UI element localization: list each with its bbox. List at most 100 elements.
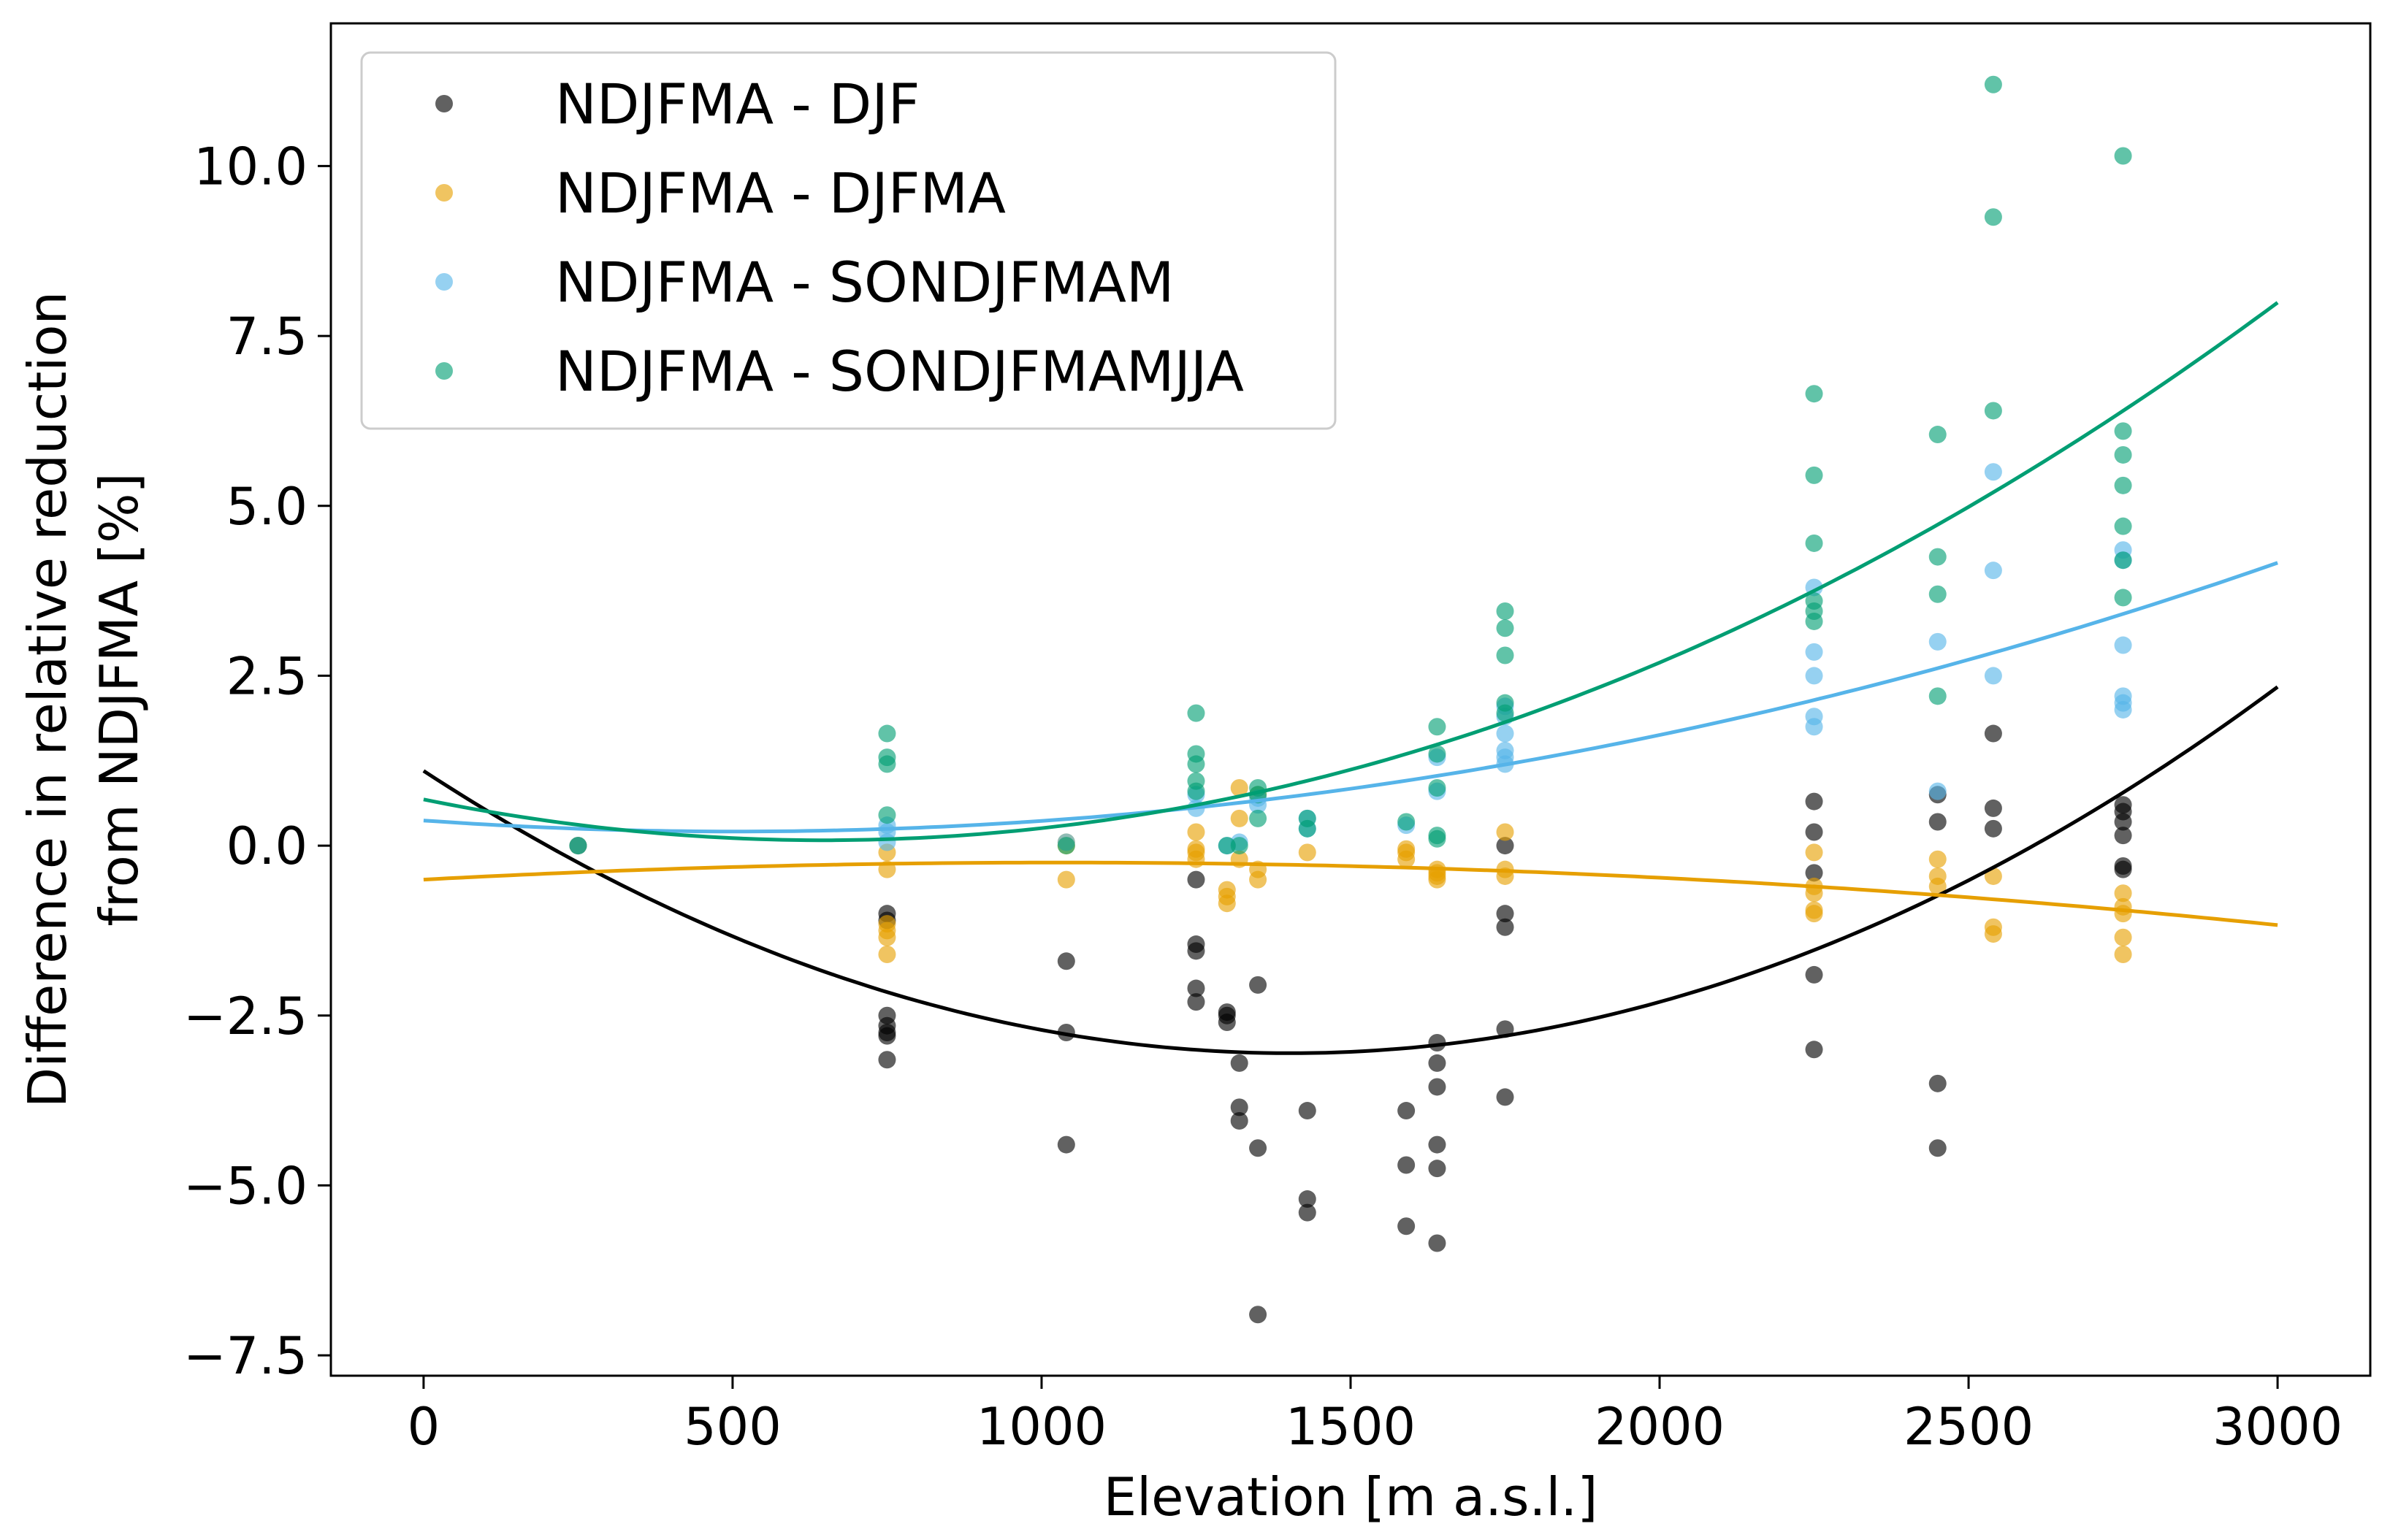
y-tick-label: 5.0	[226, 477, 308, 537]
legend-label-0: NDJFMA - DJF	[555, 72, 920, 137]
data-point	[2114, 687, 2132, 705]
data-point	[1428, 1078, 1446, 1096]
data-point	[1805, 466, 1823, 484]
y-axis-label-line2: from NDJFMA [%]	[88, 472, 150, 926]
legend-marker-0	[435, 95, 453, 112]
fit-lines	[422, 301, 2279, 1055]
y-tick-label: −2.5	[183, 987, 308, 1046]
x-tick-label: 0	[408, 1397, 440, 1457]
data-point	[2114, 147, 2132, 165]
data-point	[1928, 850, 1947, 868]
data-point	[1496, 741, 1514, 759]
data-point	[1928, 813, 1947, 831]
data-point	[1428, 1160, 1446, 1178]
y-tick-label: 2.5	[226, 646, 308, 706]
data-point	[1230, 1054, 1248, 1072]
data-point	[1230, 1098, 1248, 1116]
fit-line-3	[423, 301, 2279, 843]
data-point	[1984, 667, 2002, 685]
data-point	[1249, 1139, 1267, 1157]
data-point	[1428, 745, 1446, 763]
data-point	[1805, 792, 1823, 811]
data-point	[1984, 867, 2002, 885]
data-point	[878, 1051, 896, 1069]
x-tick-label: 2000	[1595, 1397, 1725, 1457]
data-point	[2114, 813, 2132, 831]
data-point	[1805, 864, 1823, 882]
data-point	[1218, 894, 1236, 913]
data-point	[1249, 976, 1267, 994]
data-point	[1249, 1306, 1267, 1324]
data-point	[2114, 827, 2132, 845]
data-point	[1218, 837, 1236, 855]
data-point	[1249, 870, 1267, 889]
data-point	[1928, 1139, 1947, 1157]
data-point	[1187, 979, 1205, 997]
data-point	[1984, 463, 2002, 481]
data-point	[1984, 819, 2002, 838]
data-point	[1984, 562, 2002, 580]
data-point	[2114, 589, 2132, 607]
legend-marker-3	[435, 362, 453, 380]
data-point	[1984, 925, 2002, 943]
data-point	[1057, 952, 1075, 970]
data-point	[2114, 884, 2132, 903]
y-axis-label-line1: Difference in relative reduction	[17, 291, 78, 1108]
data-point	[2114, 445, 2132, 464]
data-point	[1187, 942, 1205, 960]
data-point	[2114, 905, 2132, 923]
data-point	[1187, 823, 1205, 841]
data-point	[1928, 632, 1947, 651]
y-tick-label: −5.0	[183, 1156, 308, 1216]
legend-box	[360, 51, 1337, 430]
data-point	[1496, 646, 1514, 664]
series-points-1	[569, 778, 2132, 963]
data-point	[1805, 667, 1823, 685]
legend-marker-1	[435, 184, 453, 202]
fit-line-1	[423, 860, 2278, 927]
data-point	[1057, 1135, 1075, 1154]
data-point	[1230, 1112, 1248, 1130]
data-point	[1805, 1041, 1823, 1059]
data-point	[1496, 724, 1514, 743]
data-point	[878, 1027, 896, 1045]
data-point	[1928, 548, 1947, 566]
series-points-2	[569, 463, 2132, 855]
y-tick-label: 0.0	[226, 816, 308, 876]
data-point	[1805, 385, 1823, 403]
data-point	[1428, 1234, 1446, 1252]
data-point	[878, 755, 896, 773]
data-point	[1984, 724, 2002, 743]
series-points-3	[569, 75, 2132, 855]
data-point	[1057, 870, 1075, 889]
data-point	[1805, 905, 1823, 923]
data-point	[1187, 755, 1205, 773]
data-point	[1928, 782, 1947, 800]
data-point	[1397, 1156, 1416, 1174]
data-point	[569, 837, 587, 855]
data-point	[1805, 823, 1823, 841]
legend-label-2: NDJFMA - SONDJFMAM	[555, 250, 1175, 315]
legend-label-1: NDJFMA - DJFMA	[555, 161, 1006, 226]
data-point	[1496, 704, 1514, 722]
data-point	[1187, 870, 1205, 889]
data-point	[2114, 476, 2132, 494]
data-point	[1928, 687, 1947, 705]
legend-label-3: NDJFMA - SONDJFMAMJJA	[555, 339, 1244, 404]
y-tick-label: 10.0	[194, 137, 308, 196]
x-tick-label: 1500	[1286, 1397, 1416, 1457]
data-point	[2114, 928, 2132, 946]
data-point	[1187, 782, 1205, 800]
x-tick-label: 1000	[977, 1397, 1107, 1457]
fit-line-0	[422, 685, 2279, 1055]
data-point	[1298, 819, 1316, 838]
data-point	[1298, 1102, 1316, 1120]
data-point	[1249, 809, 1267, 827]
data-point	[1928, 426, 1947, 444]
x-axis-label: Elevation [m a.s.l.]	[1104, 1466, 1598, 1528]
data-point	[1187, 993, 1205, 1011]
data-point	[1187, 850, 1205, 868]
data-point	[1298, 1203, 1316, 1222]
data-point	[1805, 612, 1823, 630]
data-point	[1428, 870, 1446, 889]
